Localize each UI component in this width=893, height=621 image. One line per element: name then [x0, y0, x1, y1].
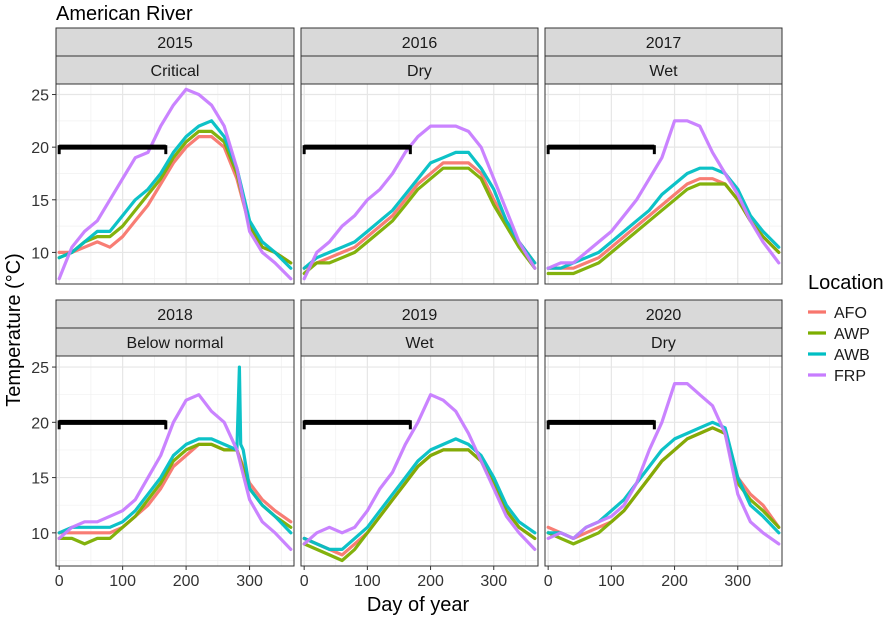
- y-tick-label: 10: [31, 526, 49, 543]
- strip-year: [300, 299, 539, 329]
- panel-border: [544, 355, 783, 567]
- series-line-awb: [57, 119, 293, 270]
- strip-type: [55, 55, 295, 85]
- x-tick-label: 300: [724, 573, 751, 590]
- x-tick-label: 100: [109, 573, 136, 590]
- y-tick-label: 25: [31, 88, 49, 105]
- series-line-afo: [302, 161, 537, 270]
- series-line-awp: [302, 448, 537, 563]
- panel-border: [300, 355, 539, 567]
- strip-year-label: 2019: [402, 307, 438, 324]
- legend-label-awb: AWB: [834, 347, 870, 364]
- series-line-awb: [546, 166, 781, 270]
- legend-title: Location: [808, 272, 884, 294]
- y-tick-label: 15: [31, 471, 49, 488]
- strip-type: [544, 327, 783, 357]
- y-tick-label: 20: [31, 415, 49, 432]
- strip-type-label: Dry: [651, 335, 676, 352]
- panel-2016: 2016 Dry: [300, 27, 539, 285]
- y-tick-label: 25: [31, 360, 49, 377]
- strip-type: [55, 327, 295, 357]
- strip-year-label: 2020: [646, 307, 682, 324]
- panel-border: [544, 83, 783, 285]
- strip-type-label: Wet: [405, 335, 434, 352]
- panel-border: [55, 83, 295, 285]
- x-tick-label: 0: [544, 573, 553, 590]
- series-line-frp: [302, 124, 537, 281]
- panel-border: [55, 355, 295, 567]
- x-tick-label: 300: [236, 573, 263, 590]
- x-tick-label: 200: [417, 573, 444, 590]
- panel-2015: 2015 Critical 10 15 20 25: [31, 27, 295, 285]
- panel-background: [56, 84, 294, 284]
- panel-2020: 2020 Dry 0 100 200 300: [544, 299, 783, 590]
- series-line-awb: [302, 150, 537, 270]
- legend-entries: AFO AWP AWB FRP: [808, 305, 870, 385]
- x-tick-label: 100: [598, 573, 625, 590]
- strip-year: [55, 299, 295, 329]
- strip-year-label: 2018: [157, 307, 193, 324]
- strip-year-label: 2015: [157, 35, 193, 52]
- series-line-frp: [57, 87, 293, 281]
- series-line-awb: [302, 437, 537, 552]
- legend: Location AFO AWP AWB FRP: [808, 272, 884, 385]
- strip-type-label: Below normal: [127, 335, 224, 352]
- series-line-awb: [57, 365, 293, 535]
- x-tick-label: 200: [661, 573, 688, 590]
- series-line-awp: [546, 426, 781, 546]
- y-tick-label: 10: [31, 245, 49, 262]
- panel-2017: 2017 Wet: [544, 27, 783, 285]
- legend-label-frp: FRP: [834, 368, 866, 385]
- strip-year: [544, 299, 783, 329]
- strip-year: [55, 27, 295, 57]
- panel-border: [300, 83, 539, 285]
- strip-type: [300, 55, 539, 85]
- y-tick-label: 20: [31, 140, 49, 157]
- x-tick-label: 100: [354, 573, 381, 590]
- series-line-frp: [302, 393, 537, 552]
- legend-label-awp: AWP: [834, 326, 870, 343]
- series-line-frp: [546, 119, 781, 270]
- chart-title: American River: [56, 3, 193, 25]
- x-tick-label: 200: [173, 573, 200, 590]
- panel-background: [545, 84, 782, 284]
- series-line-frp: [546, 382, 781, 546]
- strip-type-label: Wet: [649, 63, 678, 80]
- strip-type-label: Dry: [407, 63, 432, 80]
- panel-2019: 2019 Wet 0 100 200 300: [300, 299, 539, 590]
- series-line-awp: [302, 166, 537, 276]
- strip-year: [544, 27, 783, 57]
- y-axis-label: Temperature (°C): [3, 253, 25, 407]
- strip-type: [544, 55, 783, 85]
- strip-year: [300, 27, 539, 57]
- panels-layer: 2015Critical101520252016Dry2017Wet2018Be…: [31, 27, 783, 590]
- panel-2018: 2018 Below normal 10 15 20 25 0 100 200 300: [31, 299, 295, 590]
- x-axis-label: Day of year: [367, 594, 470, 616]
- x-tick-label: 0: [300, 573, 309, 590]
- x-tick-label: 300: [480, 573, 507, 590]
- strip-type-label: Critical: [151, 63, 200, 80]
- strip-year-label: 2017: [646, 35, 682, 52]
- series-line-awp: [546, 182, 781, 276]
- series-line-frp: [57, 393, 293, 552]
- x-tick-label: 0: [55, 573, 64, 590]
- y-tick-label: 15: [31, 193, 49, 210]
- legend-label-afo: AFO: [834, 305, 867, 322]
- strip-year-label: 2016: [402, 35, 438, 52]
